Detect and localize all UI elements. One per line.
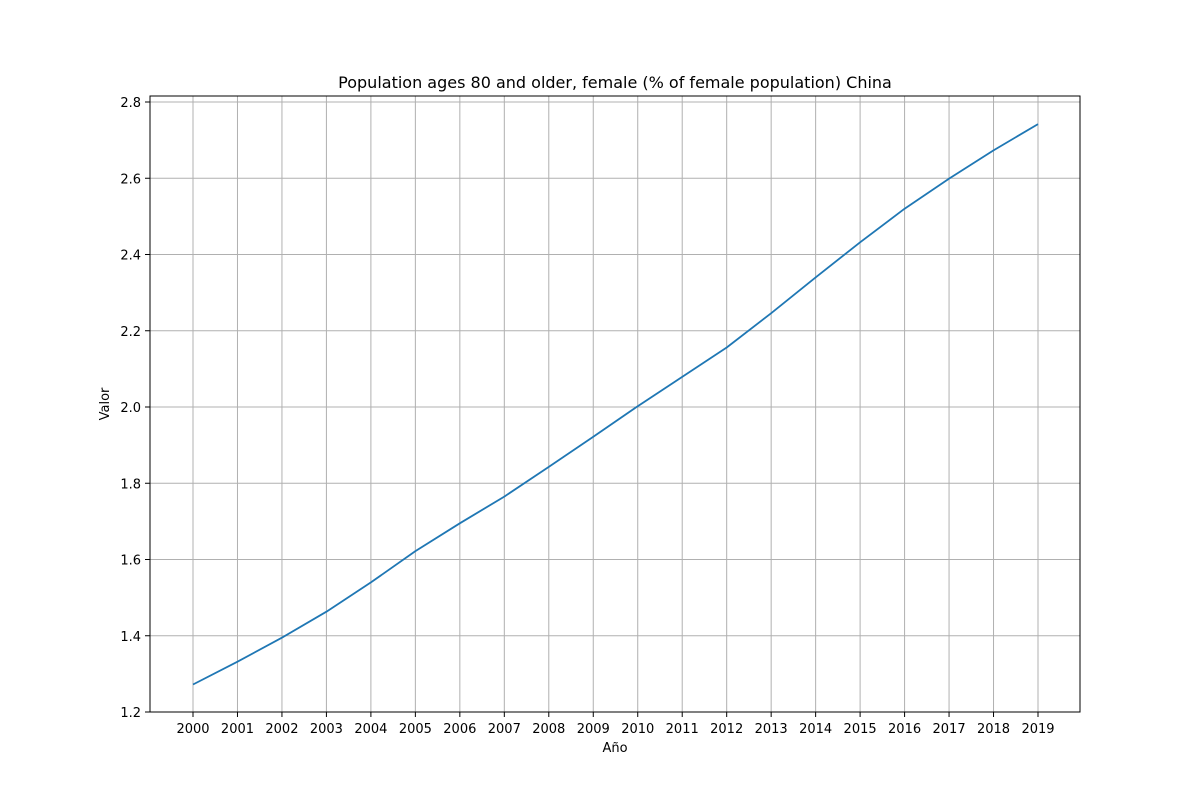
x-tick-label: 2011 — [666, 722, 699, 737]
y-axis: 1.2 1.4 1.6 1.8 2.0 2.2 2.4 2.6 2.8 — [120, 96, 150, 721]
x-tick-label: 2016 — [888, 722, 921, 737]
y-tick-label: 1.8 — [120, 477, 141, 492]
plot-frame — [149, 95, 1081, 713]
y-tick-label: 2.6 — [120, 172, 141, 187]
x-tick-label: 2000 — [176, 722, 209, 737]
x-tick-label: 2018 — [977, 722, 1010, 737]
x-tick-label: 2001 — [221, 722, 254, 737]
series-line — [192, 123, 1039, 686]
y-tick-label: 1.4 — [120, 630, 141, 645]
x-tick-label: 2006 — [443, 722, 476, 737]
x-tick-label: 2017 — [933, 722, 966, 737]
x-tick-label: 2002 — [265, 722, 298, 737]
y-tick-label: 2.4 — [120, 249, 141, 264]
y-tick-label: 2.2 — [120, 325, 141, 340]
x-tick-label: 2004 — [354, 722, 387, 737]
x-tick-label: 2009 — [577, 722, 610, 737]
y-tick-label: 2.8 — [120, 96, 141, 111]
x-tick-label: 2014 — [799, 722, 832, 737]
x-tick-label: 2007 — [488, 722, 521, 737]
y-tick-label: 1.6 — [120, 554, 141, 569]
x-tick-label: 2005 — [399, 722, 432, 737]
x-tick-label: 2010 — [621, 722, 654, 737]
y-tick-label: 2.0 — [120, 401, 141, 416]
x-tick-label: 2015 — [844, 722, 877, 737]
grid — [150, 96, 1080, 713]
x-axis: 2000 2001 2002 2003 2004 2005 2006 2007 2008 2009… — [176, 712, 1055, 737]
x-tick-label: 2019 — [1021, 722, 1054, 737]
series-layer — [192, 123, 1039, 686]
x-tick-label: 2012 — [710, 722, 743, 737]
chart-title: Population ages 80 and older, female (% … — [338, 73, 892, 92]
x-axis-label: Año — [602, 741, 627, 756]
x-tick-label: 2008 — [532, 722, 565, 737]
y-tick-label: 1.2 — [120, 706, 141, 721]
x-tick-label: 2003 — [310, 722, 343, 737]
x-tick-label: 2013 — [755, 722, 788, 737]
y-axis-label: Valor — [98, 387, 113, 420]
